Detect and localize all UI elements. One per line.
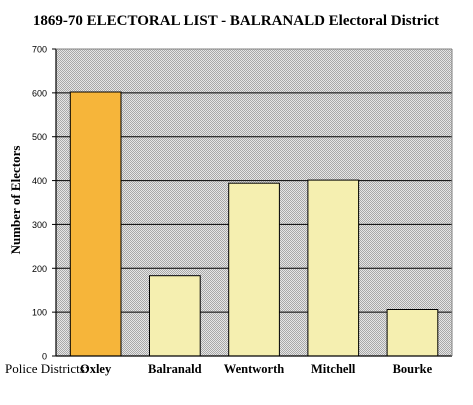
bar-bourke	[386, 309, 439, 357]
y-tick-label: 700	[32, 45, 47, 55]
y-tick-label: 200	[32, 264, 47, 274]
plot-area: 0 100 200 300 400 500 600 700 Oxley Balranald Went…	[32, 45, 453, 376]
y-tick-label: 400	[32, 176, 47, 186]
x-axis-label: Police Districts:	[5, 361, 88, 376]
chart-title: 1869-70 ELECTORAL LIST - BALRANALD Elect…	[33, 13, 439, 29]
y-tick-label: 100	[32, 308, 47, 318]
y-tick-label: 600	[32, 88, 47, 98]
x-tick-label: Wentworth	[224, 362, 284, 376]
x-tick-label: Bourke	[393, 362, 433, 376]
x-tick-label: Mitchell	[311, 362, 356, 376]
x-tick-label: Balranald	[148, 362, 202, 376]
bar-wentworth	[228, 182, 280, 357]
bar-balranald	[149, 275, 201, 357]
y-tick-label: 300	[32, 220, 47, 230]
y-axis-label: Number of Electors	[8, 146, 23, 255]
x-tick-label: Oxley	[80, 362, 112, 376]
bar-oxley	[69, 91, 122, 357]
y-tick-label: 500	[32, 132, 47, 142]
y-tick-label: 0	[42, 352, 47, 362]
bar-mitchell	[307, 179, 360, 357]
